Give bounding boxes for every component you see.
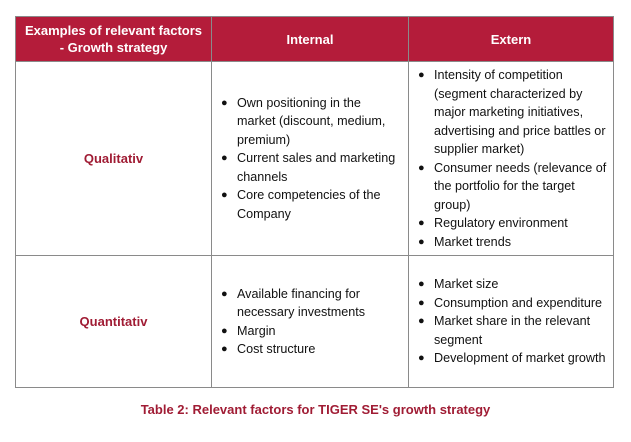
header-internal: Internal xyxy=(211,16,409,62)
table-caption: Table 2: Relevant factors for TIGER SE's… xyxy=(140,402,491,417)
cell-quantitativ-extern: ● Market size ● Consumption and expenditur… xyxy=(408,255,614,388)
list-item: ● Margin xyxy=(221,322,402,341)
list-item: ● Market size xyxy=(418,275,607,294)
list-item: ● Cost structure xyxy=(221,340,402,359)
bullet-icon: ● xyxy=(418,217,425,229)
header-extern: Extern xyxy=(408,16,614,62)
list-item: ● Development of market growth xyxy=(418,349,607,368)
list-item: ● Market share in the relevant segment xyxy=(418,314,591,347)
list-qualitativ-internal: ● Own positioning in the market (discount… xyxy=(212,90,408,228)
bullet-icon: ● xyxy=(221,152,228,165)
bullet-icon: ● xyxy=(221,287,228,300)
list-item: ● Current sales and marketing channels xyxy=(221,151,396,184)
bullet-icon: ● xyxy=(418,278,425,291)
header-factors: Examples of relevant factors - Growth st… xyxy=(15,16,212,62)
list-item: ● Own positioning in the market (discount… xyxy=(221,95,386,147)
list-qualitativ-extern: ● Intensity of competition (segment chara… xyxy=(409,62,613,255)
growth-factors-table: Examples of relevant factors - Growth st… xyxy=(15,16,614,388)
bullet-icon: ● xyxy=(221,96,228,109)
bullet-icon: ● xyxy=(418,296,425,309)
list-item: ● Available financing for necessary inves… xyxy=(221,286,366,320)
table-header-row: Examples of relevant factors - Growth st… xyxy=(15,16,614,62)
list-item: ● Consumer needs (relevance of the portfo… xyxy=(418,160,607,212)
cell-qualitativ-extern: ● Intensity of competition (segment chara… xyxy=(408,61,614,256)
row-label-quantitativ: Quantitativ xyxy=(15,255,212,388)
bullet-icon: ● xyxy=(221,343,228,355)
row-label-qualitativ: Qualitativ xyxy=(15,61,212,256)
bullet-icon: ● xyxy=(418,69,425,81)
bullet-icon: ● xyxy=(418,161,425,174)
list-item: ● Consumption and expenditure xyxy=(418,294,607,313)
table-row-quantitativ: Quantitativ ● Available financing for nec… xyxy=(15,255,614,388)
cell-quantitativ-internal: ● Available financing for necessary inves… xyxy=(211,255,409,388)
list-quantitativ-internal: ● Available financing for necessary inves… xyxy=(212,281,408,363)
bullet-icon: ● xyxy=(221,324,228,337)
bullet-icon: ● xyxy=(418,315,425,328)
cell-qualitativ-internal: ● Own positioning in the market (discount… xyxy=(211,61,409,256)
list-item: ● Market trends xyxy=(418,233,607,252)
bullet-icon: ● xyxy=(418,235,425,248)
list-quantitativ-extern: ● Market size ● Consumption and expenditur… xyxy=(409,271,613,372)
list-item: ● Intensity of competition (segment chara… xyxy=(418,68,606,156)
list-item: ● Core competencies of the Company xyxy=(221,188,381,221)
bullet-icon: ● xyxy=(418,352,425,365)
bullet-icon: ● xyxy=(221,189,228,202)
table-row-qualitativ: Qualitativ ● Own positioning in the marke… xyxy=(15,61,614,256)
list-item: ● Regulatory environment xyxy=(418,214,607,233)
